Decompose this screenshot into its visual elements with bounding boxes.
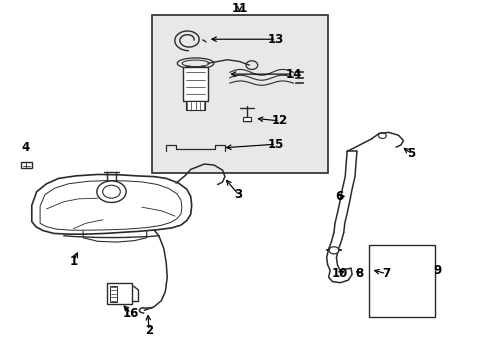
Text: 1: 1 [69, 255, 77, 267]
Bar [106, 283, 132, 304]
Bar [151, 15, 327, 173]
Text: 7: 7 [382, 267, 389, 280]
Text: 8: 8 [355, 267, 363, 280]
Text: 11: 11 [231, 2, 247, 15]
Circle shape [97, 181, 126, 202]
Text: 3: 3 [234, 188, 242, 201]
Text: 2: 2 [145, 324, 153, 337]
Text: 14: 14 [285, 68, 301, 81]
Text: 9: 9 [433, 264, 441, 277]
Text: 12: 12 [271, 114, 287, 127]
Text: 15: 15 [267, 138, 284, 151]
Bar [368, 245, 434, 317]
Text: 10: 10 [331, 267, 347, 280]
Polygon shape [32, 175, 191, 234]
Bar [109, 285, 117, 302]
Bar [243, 117, 250, 121]
Bar [183, 67, 207, 101]
Circle shape [328, 247, 338, 254]
Text: 13: 13 [267, 33, 284, 46]
Bar [185, 101, 205, 110]
Text: 16: 16 [122, 307, 139, 320]
Text: 4: 4 [21, 141, 29, 154]
Text: 6: 6 [335, 190, 343, 203]
Text: 5: 5 [406, 147, 414, 160]
Bar [20, 162, 32, 168]
